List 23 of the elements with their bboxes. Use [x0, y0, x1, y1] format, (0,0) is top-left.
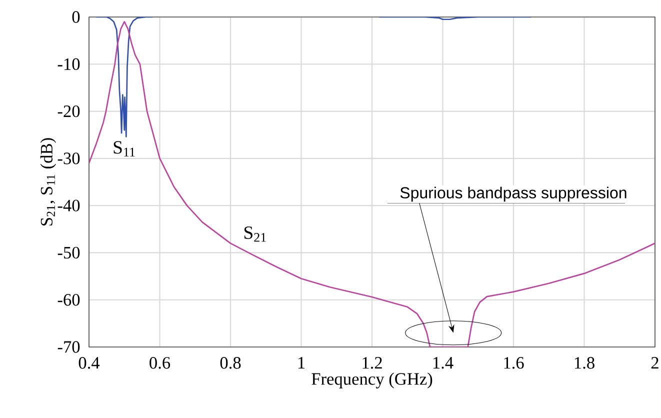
series-label: S$_{11}$: [114, 141, 135, 156]
series-label: S$_{21}$: [244, 226, 266, 242]
y-tick-label: -70: [58, 341, 80, 353]
x-axis-title: Frequency (GHz): [312, 372, 432, 388]
x-tick-label: 1.4: [433, 357, 454, 369]
y-tick-label: -40: [58, 200, 80, 212]
y-tick-label: -10: [58, 58, 80, 70]
x-tick-label: 0.4: [78, 357, 100, 369]
x-tick-label: 0.6: [150, 357, 170, 369]
x-tick-label: 1.8: [574, 357, 594, 369]
y-tick-label: -20: [58, 105, 80, 118]
y-tick-label: 0: [72, 11, 80, 23]
y-axis-title: S$_{21}$, S$_{11}$ (dB): [40, 138, 56, 226]
x-tick-label: 1.2: [362, 357, 382, 369]
x-tick-label: 2: [651, 357, 658, 369]
y-tick-label: -60: [58, 294, 80, 306]
y-tick-label: -30: [58, 152, 80, 164]
annotation: Spurious bandpass suppression: [400, 186, 626, 202]
x-tick-label: 0.8: [220, 357, 241, 369]
line-series: [89, 21, 655, 347]
x-tick-label: 1: [298, 357, 305, 368]
y-tick-label: -50: [58, 246, 80, 259]
x-tick-label: 1.6: [504, 357, 524, 369]
